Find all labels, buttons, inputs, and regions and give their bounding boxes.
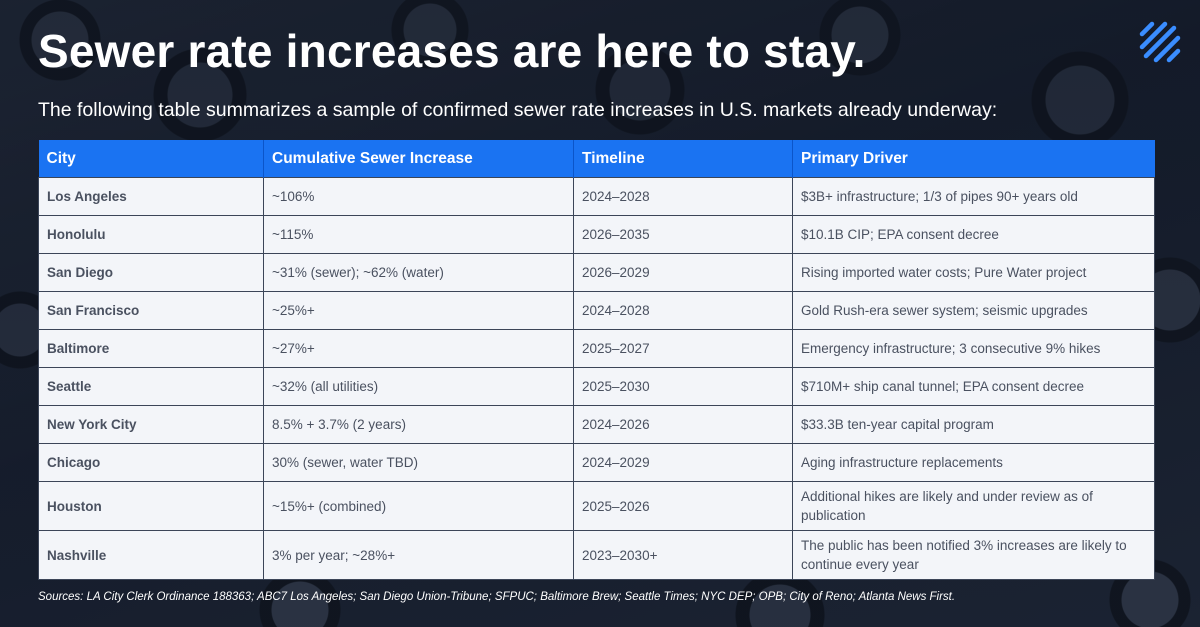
cell-increase: ~25%+ [263,291,574,330]
cell-city: Honolulu [38,215,264,254]
cell-driver: Gold Rush-era sewer system; seismic upgr… [792,291,1155,330]
cell-increase: 30% (sewer, water TBD) [263,443,574,482]
cell-timeline: 2023–2030+ [573,530,793,580]
table-row: Baltimore ~27%+ 2025–2027 Emergency infr… [38,329,1155,368]
table-header-row: City Cumulative Sewer Increase Timeline … [38,140,1155,178]
cell-city: San Francisco [38,291,264,330]
cell-city: San Diego [38,253,264,292]
cell-driver: $10.1B CIP; EPA consent decree [792,215,1155,254]
cell-increase: ~27%+ [263,329,574,368]
cell-increase: ~31% (sewer); ~62% (water) [263,253,574,292]
table-row: Nashville 3% per year; ~28%+ 2023–2030+ … [38,530,1155,580]
table-row: San Diego ~31% (sewer); ~62% (water) 202… [38,253,1155,292]
cell-city: Houston [38,481,264,531]
cell-increase: ~106% [263,177,574,216]
cell-city: Nashville [38,530,264,580]
sewer-rate-table: City Cumulative Sewer Increase Timeline … [38,140,1155,580]
table-row: Los Angeles ~106% 2024–2028 $3B+ infrast… [38,177,1155,216]
cell-increase: 8.5% + 3.7% (2 years) [263,405,574,444]
cell-driver: Additional hikes are likely and under re… [792,481,1155,531]
cell-driver: $33.3B ten-year capital program [792,405,1155,444]
page-title: Sewer rate increases are here to stay. [38,25,866,77]
header-city: City [38,140,264,178]
table-row: Honolulu ~115% 2026–2035 $10.1B CIP; EPA… [38,215,1155,254]
cell-timeline: 2024–2026 [573,405,793,444]
cell-increase: ~15%+ (combined) [263,481,574,531]
cell-timeline: 2024–2028 [573,291,793,330]
header-cumulative-increase: Cumulative Sewer Increase [263,140,574,178]
cell-driver: Aging infrastructure replacements [792,443,1155,482]
cell-city: Seattle [38,367,264,406]
cell-increase: ~115% [263,215,574,254]
header-timeline: Timeline [573,140,793,178]
cell-timeline: 2025–2026 [573,481,793,531]
table-row: Seattle ~32% (all utilities) 2025–2030 $… [38,367,1155,406]
cell-timeline: 2025–2027 [573,329,793,368]
cell-driver: $3B+ infrastructure; 1/3 of pipes 90+ ye… [792,177,1155,216]
cell-timeline: 2024–2029 [573,443,793,482]
cell-timeline: 2026–2035 [573,215,793,254]
page-subtitle: The following table summarizes a sample … [38,99,998,121]
cell-driver: Rising imported water costs; Pure Water … [792,253,1155,292]
sources-footnote: Sources: LA City Clerk Ordinance 188363;… [38,591,956,603]
cell-driver: Emergency infrastructure; 3 consecutive … [792,329,1155,368]
cell-driver: $710M+ ship canal tunnel; EPA consent de… [792,367,1155,406]
cell-timeline: 2025–2030 [573,367,793,406]
table-row: New York City 8.5% + 3.7% (2 years) 2024… [38,405,1155,444]
cell-timeline: 2024–2028 [573,177,793,216]
cell-city: Baltimore [38,329,264,368]
brand-logo-icon [1139,21,1181,63]
cell-city: Chicago [38,443,264,482]
header-primary-driver: Primary Driver [792,140,1155,178]
cell-city: New York City [38,405,264,444]
table-row: San Francisco ~25%+ 2024–2028 Gold Rush-… [38,291,1155,330]
cell-city: Los Angeles [38,177,264,216]
cell-driver: The public has been notified 3% increase… [792,530,1155,580]
cell-increase: 3% per year; ~28%+ [263,530,574,580]
cell-timeline: 2026–2029 [573,253,793,292]
table-row: Houston ~15%+ (combined) 2025–2026 Addit… [38,481,1155,531]
cell-increase: ~32% (all utilities) [263,367,574,406]
table-row: Chicago 30% (sewer, water TBD) 2024–2029… [38,443,1155,482]
